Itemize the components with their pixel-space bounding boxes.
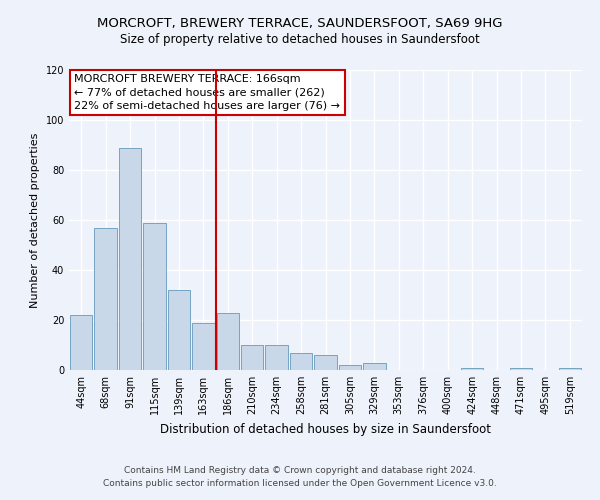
Bar [143, 222, 166, 370]
Bar [338, 365, 361, 370]
Bar [94, 228, 117, 370]
X-axis label: Distribution of detached houses by size in Saundersfoot: Distribution of detached houses by size … [160, 422, 491, 436]
Bar [461, 368, 484, 370]
Text: Contains HM Land Registry data © Crown copyright and database right 2024.
Contai: Contains HM Land Registry data © Crown c… [103, 466, 497, 487]
Bar [559, 368, 581, 370]
Bar [217, 312, 239, 370]
Bar [241, 345, 263, 370]
Bar [119, 148, 142, 370]
Bar [265, 345, 288, 370]
Text: MORCROFT BREWERY TERRACE: 166sqm
← 77% of detached houses are smaller (262)
22% : MORCROFT BREWERY TERRACE: 166sqm ← 77% o… [74, 74, 340, 111]
Bar [70, 315, 92, 370]
Bar [509, 368, 532, 370]
Bar [167, 290, 190, 370]
Bar [192, 322, 215, 370]
Text: Size of property relative to detached houses in Saundersfoot: Size of property relative to detached ho… [120, 32, 480, 46]
Y-axis label: Number of detached properties: Number of detached properties [30, 132, 40, 308]
Bar [363, 362, 386, 370]
Text: MORCROFT, BREWERY TERRACE, SAUNDERSFOOT, SA69 9HG: MORCROFT, BREWERY TERRACE, SAUNDERSFOOT,… [97, 18, 503, 30]
Bar [290, 352, 313, 370]
Bar [314, 355, 337, 370]
